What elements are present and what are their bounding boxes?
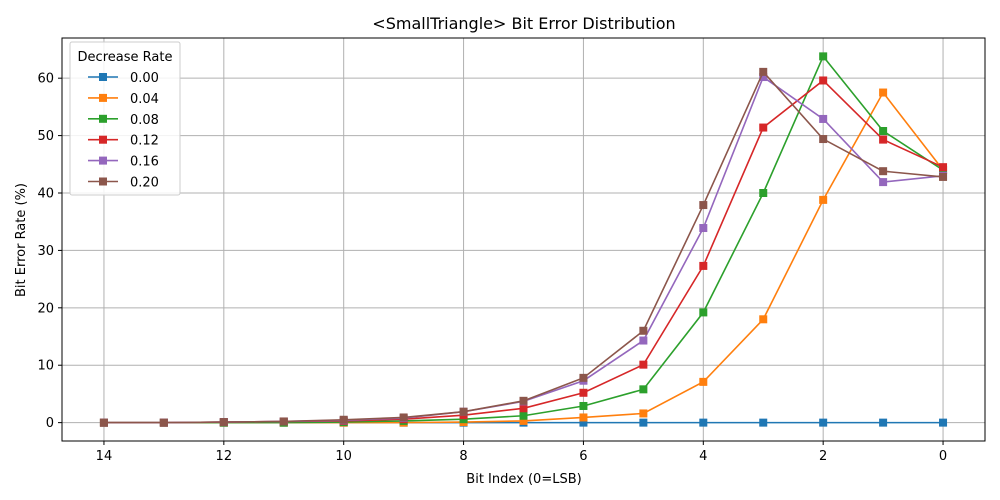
legend-item: 0.20 xyxy=(88,176,159,191)
data-point xyxy=(819,418,828,427)
x-axis-label: Bit Index (0=LSB) xyxy=(466,472,581,487)
legend-item: 0.04 xyxy=(88,92,159,107)
y-tick-label: 60 xyxy=(37,72,54,87)
data-point xyxy=(579,401,588,410)
legend-label: 0.12 xyxy=(130,134,159,149)
data-point xyxy=(579,388,588,397)
x-tick-label: 6 xyxy=(579,449,587,464)
plot-area-frame xyxy=(61,37,986,442)
chart-title: <SmallTriangle> Bit Error Distribution xyxy=(372,14,675,33)
data-point xyxy=(639,418,648,427)
legend-marker xyxy=(99,93,107,102)
x-tick-label: 8 xyxy=(459,449,467,464)
legend-item: 0.12 xyxy=(88,134,159,149)
x-tick-label: 14 xyxy=(96,449,113,464)
data-point xyxy=(939,172,948,181)
legend-marker xyxy=(99,73,107,81)
y-tick-label: 10 xyxy=(37,359,54,374)
legend-marker xyxy=(99,114,107,123)
x-tick-label: 0 xyxy=(939,449,947,464)
data-point xyxy=(879,135,888,144)
data-point xyxy=(579,418,588,427)
legend-item: 0.16 xyxy=(88,155,159,170)
data-point xyxy=(279,417,288,426)
data-point xyxy=(459,407,468,416)
data-point xyxy=(339,415,348,424)
x-tick-label: 10 xyxy=(335,449,352,464)
data-point xyxy=(939,163,948,172)
data-point xyxy=(399,413,408,422)
data-point xyxy=(819,76,828,85)
legend: Decrease Rate 0.00 0.04 0.08 0.12 0.16 0.20 xyxy=(69,41,181,196)
legend-title: Decrease Rate xyxy=(78,50,173,65)
data-point xyxy=(519,411,528,420)
x-tick-label: 12 xyxy=(216,449,233,464)
legend-marker xyxy=(99,156,107,165)
data-point xyxy=(579,373,588,382)
legend-label: 0.04 xyxy=(130,92,159,107)
legend-items: 0.00 0.04 0.08 0.12 0.16 0.20 xyxy=(88,71,159,191)
data-point xyxy=(699,224,708,233)
data-point xyxy=(519,404,528,413)
data-point xyxy=(699,201,708,210)
data-point xyxy=(759,315,768,324)
y-tick-label: 20 xyxy=(37,301,54,316)
legend-box xyxy=(69,41,181,196)
legend-label: 0.16 xyxy=(130,155,159,170)
data-point xyxy=(759,67,768,76)
data-point xyxy=(759,123,768,132)
data-point xyxy=(759,418,768,427)
data-point xyxy=(639,385,648,394)
data-point xyxy=(219,418,228,427)
data-point xyxy=(639,360,648,369)
data-point xyxy=(759,73,768,82)
data-point xyxy=(759,189,768,197)
y-tick-label: 50 xyxy=(37,129,54,144)
data-point xyxy=(159,418,168,427)
legend-label: 0.20 xyxy=(130,176,159,191)
legend-item: 0.08 xyxy=(88,113,159,128)
data-point xyxy=(699,308,708,317)
data-point xyxy=(879,127,888,135)
data-point xyxy=(819,135,828,144)
data-point xyxy=(819,114,828,123)
data-point xyxy=(699,261,708,270)
x-tick-label: 2 xyxy=(819,449,827,464)
legend-item: 0.00 xyxy=(88,71,159,86)
x-tick-label: 4 xyxy=(699,449,707,464)
legend-marker xyxy=(99,177,107,186)
data-point xyxy=(939,418,948,427)
data-point xyxy=(99,418,108,427)
series-0.20 xyxy=(99,67,948,427)
series-layer xyxy=(99,52,948,427)
legend-marker xyxy=(99,135,107,144)
data-point xyxy=(639,336,648,345)
data-point xyxy=(519,396,528,405)
data-point xyxy=(579,413,588,422)
data-point xyxy=(819,52,828,61)
y-tick-label: 30 xyxy=(37,244,54,259)
y-tick-label: 40 xyxy=(37,187,54,202)
data-point xyxy=(879,178,888,187)
data-point xyxy=(639,409,648,418)
data-point xyxy=(459,415,468,424)
data-point xyxy=(879,167,888,176)
y-tick-label: 0 xyxy=(46,416,54,431)
data-point xyxy=(699,377,708,386)
data-point xyxy=(819,195,828,204)
data-point xyxy=(879,418,888,427)
y-axis-label: Bit Error Rate (%) xyxy=(14,183,29,297)
legend-label: 0.00 xyxy=(130,71,159,86)
data-point xyxy=(699,418,708,427)
data-point xyxy=(639,326,648,335)
legend-label: 0.08 xyxy=(130,113,159,128)
data-point xyxy=(519,416,528,425)
data-point xyxy=(879,88,888,97)
